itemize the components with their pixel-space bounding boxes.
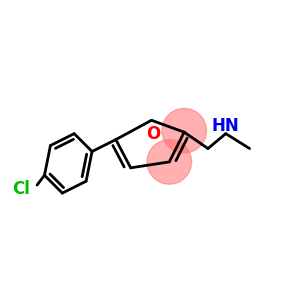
Circle shape <box>162 108 206 153</box>
Text: HN: HN <box>212 117 240 135</box>
Text: Cl: Cl <box>12 180 30 198</box>
Circle shape <box>147 140 192 184</box>
Text: O: O <box>146 125 160 143</box>
